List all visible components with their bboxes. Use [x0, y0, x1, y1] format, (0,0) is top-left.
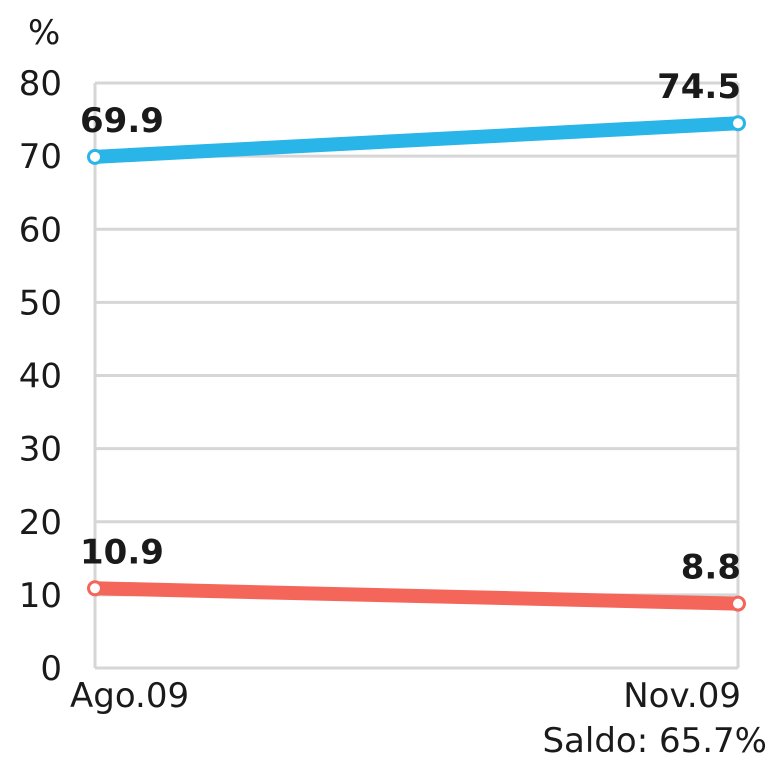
grid-lines [93, 81, 740, 670]
y-tick-label: 30 [19, 430, 62, 470]
y-axis-ticks: 0 10 20 30 40 50 60 70 80 [19, 64, 62, 689]
y-tick-label: 50 [19, 283, 62, 323]
y-tick-label: 0 [40, 649, 62, 689]
data-label: 74.5 [657, 67, 741, 107]
series-line-0 [88, 116, 745, 164]
x-axis-ticks: Ago.09 Nov.09 [70, 676, 741, 716]
y-tick-label: 80 [19, 64, 62, 104]
series-line-1 [88, 581, 745, 611]
data-point-marker [87, 148, 103, 165]
y-axis-unit-label: % [28, 13, 60, 53]
balance-note: Saldo: 65.7% [542, 721, 767, 759]
data-label: 8.8 [681, 548, 741, 588]
y-tick-label: 20 [19, 503, 62, 543]
data-point-marker [730, 115, 746, 132]
x-tick-label: Nov.09 [623, 676, 741, 716]
y-tick-label: 40 [19, 357, 62, 397]
y-tick-label: 60 [19, 210, 62, 250]
series-group: 69.9 74.5 10.9 8.8 [80, 67, 746, 612]
x-tick-label: Ago.09 [70, 676, 189, 716]
y-tick-label: 10 [19, 576, 62, 616]
data-point-marker [87, 580, 103, 597]
y-tick-label: 70 [19, 137, 62, 177]
data-label: 10.9 [80, 532, 164, 572]
data-label: 69.9 [80, 101, 164, 141]
data-point-marker [730, 595, 746, 612]
